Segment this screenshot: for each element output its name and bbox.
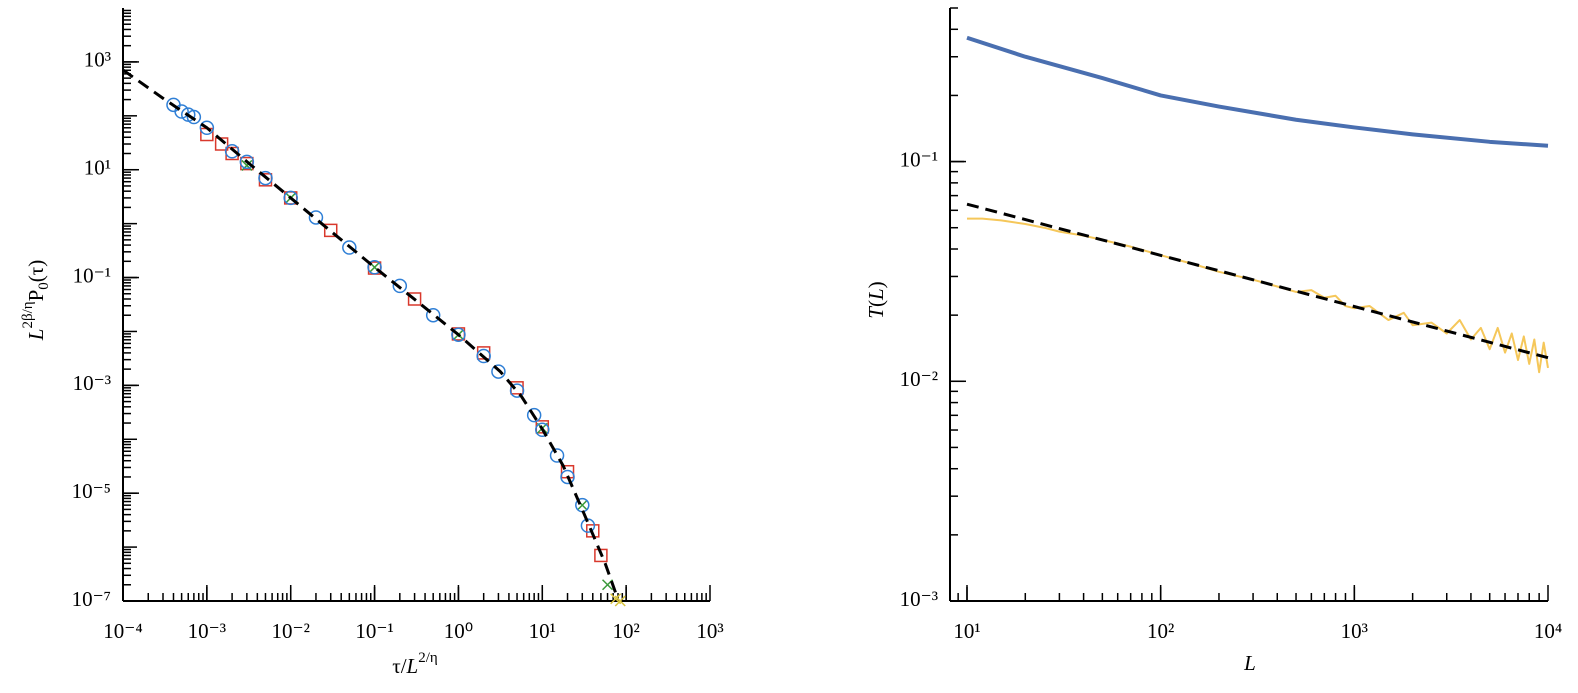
point	[258, 170, 273, 186]
label-part: 2β/η	[20, 301, 36, 328]
y-tick-label: 10³	[84, 48, 111, 72]
x-axislabel: τ/L2/η	[392, 650, 438, 677]
y-tick-label: 10⁻³	[900, 587, 938, 611]
y-axislabel: T(L)	[864, 281, 888, 318]
point	[549, 448, 565, 463]
x-tick-label: 10⁻⁴	[103, 619, 142, 643]
point	[283, 190, 298, 206]
label-part: L	[1243, 651, 1256, 675]
point	[239, 154, 255, 170]
point	[224, 144, 240, 159]
point	[491, 364, 506, 379]
x-tick-label: 10²	[1147, 619, 1174, 643]
point	[174, 104, 189, 119]
point	[476, 348, 491, 364]
y-tick-label: 10¹	[84, 156, 111, 180]
point	[342, 240, 357, 255]
point	[451, 327, 466, 342]
x-tick-label: 10³	[1341, 619, 1368, 643]
point	[308, 210, 324, 225]
y-axislabel: L2β/ηP0(τ)	[20, 260, 52, 341]
x-tick-label: 10¹	[953, 619, 980, 643]
point	[614, 595, 626, 607]
y-tick-label: 10⁻¹	[900, 147, 938, 171]
point	[186, 109, 202, 125]
point	[535, 422, 550, 438]
point	[594, 548, 608, 563]
point	[214, 137, 229, 151]
y-tick-label: 10⁻²	[900, 367, 938, 391]
label-part: (τ)	[24, 260, 48, 282]
label-part: 0	[36, 282, 52, 290]
x-tick-label: 10³	[696, 619, 723, 643]
x-tick-label: 10⁴	[1534, 619, 1562, 643]
x-tick-label: 10⁻³	[188, 619, 226, 643]
point	[392, 278, 408, 294]
y-tick-label: 10⁻⁵	[72, 479, 111, 503]
x-tick-label: 10⁰	[444, 619, 473, 643]
point	[241, 159, 253, 171]
label-part: τ/	[392, 654, 406, 678]
point	[560, 469, 575, 485]
label-part: L	[24, 329, 48, 342]
y-tick-label: 10⁻¹	[73, 263, 111, 287]
x-tick-label: 10²	[612, 619, 639, 643]
label-part: L	[406, 654, 419, 678]
series-line	[966, 35, 1549, 148]
x-tick-label: 10⁻²	[272, 619, 310, 643]
point	[526, 407, 542, 423]
label-part: (	[864, 300, 888, 307]
y-tick-label: 10⁻³	[73, 371, 111, 395]
point	[407, 292, 422, 306]
label-part: T	[864, 306, 888, 319]
label-part: L	[864, 288, 888, 301]
point	[509, 383, 525, 398]
panel: 10⁻⁴ 10⁻³ 10⁻² 10⁻¹ 10⁰ 10¹ 10² 10³ 10⁻⁷ 10⁻⁵ 10⁻³…	[20, 8, 724, 678]
x-tick-label: 10⁻¹	[355, 619, 393, 643]
series-line	[967, 217, 1549, 374]
point	[199, 120, 215, 136]
y-tick-label: 10⁻⁷	[72, 587, 111, 611]
point	[425, 307, 441, 323]
label-part: )	[864, 281, 888, 288]
series-line	[122, 68, 620, 600]
label-part: P	[24, 290, 48, 302]
point	[323, 223, 338, 238]
series-line	[966, 202, 1549, 360]
x-axislabel: L	[1243, 651, 1256, 675]
point	[367, 260, 382, 275]
x-tick-label: 10¹	[529, 619, 556, 643]
label-part: 2/η	[418, 650, 438, 666]
